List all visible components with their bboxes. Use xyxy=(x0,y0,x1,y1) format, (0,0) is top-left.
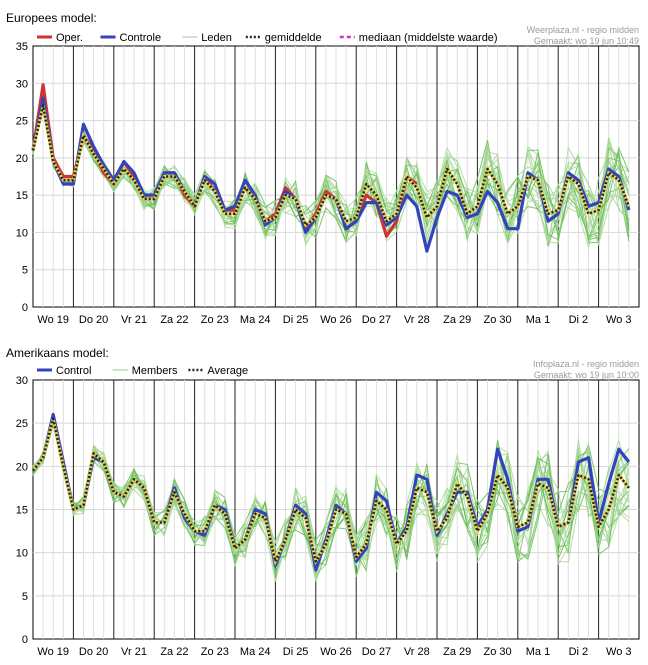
x-tick-label-0-6: Di 25 xyxy=(283,314,309,326)
y-tick-label-0-1: 5 xyxy=(22,265,28,277)
europees-model-credit-date: Gemaakt: wo 19 jun 10:49 xyxy=(534,36,639,46)
legend-label-0-0: Oper. xyxy=(56,32,83,44)
y-tick-label-0-4: 20 xyxy=(16,153,28,165)
x-tick-label-0-12: Ma 1 xyxy=(526,314,550,326)
amerikaans-model-credit-date: Gemaakt: wo 19 jun 10:00 xyxy=(534,370,639,380)
x-tick-label-1-9: Vr 28 xyxy=(404,646,430,658)
x-tick-label-0-0: Wo 19 xyxy=(37,314,69,326)
europees-model-panel: Europees model: Weerplaza.nl - regio mid… xyxy=(6,11,640,326)
y-tick-label-1-0: 0 xyxy=(22,634,28,646)
x-tick-label-1-8: Do 27 xyxy=(362,646,391,658)
y-tick-label-0-0: 0 xyxy=(22,302,28,314)
europees-model-title: Europees model: xyxy=(6,11,97,25)
europees-model-credit-source: Weerplaza.nl - regio midden xyxy=(527,25,639,35)
x-tick-label-1-2: Vr 21 xyxy=(121,646,147,658)
series-line-1-average xyxy=(32,417,630,563)
legend-label-0-1: Controle xyxy=(120,32,162,44)
x-tick-label-1-13: Di 2 xyxy=(569,646,589,658)
legend-label-0-4: mediaan (middelste waarde) xyxy=(359,32,498,44)
amerikaans-model-panel: Amerikaans model: Infoplaza.nl - regio m… xyxy=(6,346,640,658)
y-tick-label-0-7: 35 xyxy=(16,41,28,53)
x-tick-label-0-8: Do 27 xyxy=(362,314,391,326)
legend-label-1-1: Members xyxy=(132,365,178,377)
amerikaans-model-title: Amerikaans model: xyxy=(6,346,109,360)
x-tick-label-1-12: Ma 1 xyxy=(526,646,550,658)
y-tick-label-1-6: 30 xyxy=(16,375,28,387)
x-tick-label-0-10: Za 29 xyxy=(443,314,471,326)
y-tick-label-0-6: 30 xyxy=(16,78,28,90)
x-tick-label-1-10: Za 29 xyxy=(443,646,471,658)
x-tick-label-1-0: Wo 19 xyxy=(37,646,69,658)
y-tick-label-0-3: 15 xyxy=(16,190,28,202)
x-tick-label-0-4: Zo 23 xyxy=(201,314,229,326)
series-line-0-gemiddelde xyxy=(31,104,631,227)
y-tick-label-1-3: 15 xyxy=(16,505,28,517)
y-tick-label-1-5: 25 xyxy=(16,418,28,430)
x-tick-label-1-3: Za 22 xyxy=(160,646,188,658)
member-line-1-12 xyxy=(32,412,630,566)
legend-label-1-0: Control xyxy=(56,365,91,377)
y-tick-label-1-4: 20 xyxy=(16,461,28,473)
x-tick-label-1-1: Do 20 xyxy=(79,646,108,658)
member-line-1-18 xyxy=(32,413,630,578)
x-tick-label-1-7: Wo 26 xyxy=(320,646,352,658)
y-tick-label-0-5: 25 xyxy=(16,116,28,128)
y-tick-label-1-1: 5 xyxy=(22,591,28,603)
member-line-0-11 xyxy=(32,101,630,246)
x-tick-label-1-6: Di 25 xyxy=(283,646,309,658)
x-tick-label-0-14: Wo 3 xyxy=(606,314,631,326)
x-tick-label-1-14: Wo 3 xyxy=(606,646,631,658)
x-tick-label-0-11: Zo 30 xyxy=(484,314,512,326)
y-tick-label-1-2: 10 xyxy=(16,548,28,560)
y-tick-label-0-2: 10 xyxy=(16,227,28,239)
x-tick-label-0-7: Wo 26 xyxy=(320,314,352,326)
legend-label-0-2: Leden xyxy=(201,32,232,44)
x-tick-label-0-2: Vr 21 xyxy=(121,314,147,326)
x-tick-label-0-3: Za 22 xyxy=(160,314,188,326)
legend-label-1-2: Average xyxy=(207,365,248,377)
x-tick-label-0-1: Do 20 xyxy=(79,314,108,326)
x-tick-label-1-4: Zo 23 xyxy=(201,646,229,658)
x-tick-label-1-5: Ma 24 xyxy=(240,646,271,658)
x-tick-label-0-5: Ma 24 xyxy=(240,314,271,326)
x-tick-label-1-11: Zo 30 xyxy=(484,646,512,658)
x-tick-label-0-13: Di 2 xyxy=(569,314,589,326)
amerikaans-model-credit-source: Infoplaza.nl - regio midden xyxy=(533,359,639,369)
legend-label-0-3: gemiddelde xyxy=(265,32,322,44)
x-tick-label-0-9: Vr 28 xyxy=(404,314,430,326)
